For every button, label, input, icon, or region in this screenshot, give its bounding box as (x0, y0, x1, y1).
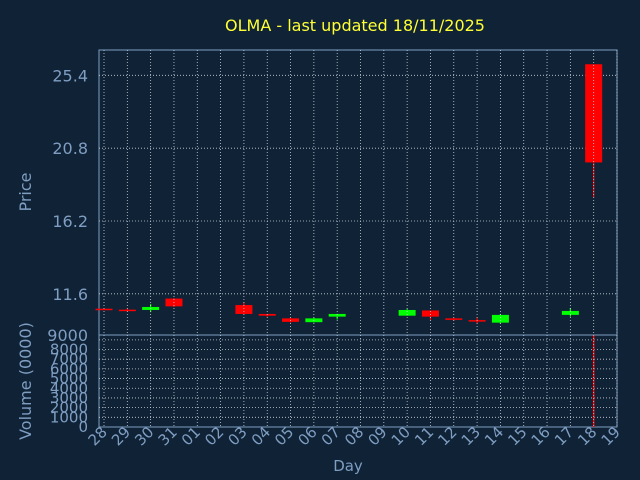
candle-body (118, 309, 136, 312)
x-tick-labels: 2829303101020304050607080910111213141516… (85, 423, 624, 449)
candle-18 (585, 64, 603, 198)
candle-body (328, 313, 346, 317)
price-tick-label: 11.6 (52, 285, 88, 304)
volume-plot-frame (98, 334, 618, 428)
candle-body (445, 318, 463, 320)
volume-tick-label: 8000 (50, 341, 88, 359)
price-tick-label: 16.2 (52, 212, 88, 231)
price-plot-frame (98, 49, 618, 336)
volume-tick-label: 0 (78, 418, 88, 436)
price-grid (99, 74, 617, 295)
candles (95, 64, 603, 324)
volume-grid (99, 339, 617, 418)
volume-tick-label: 6000 (50, 360, 88, 378)
candle-body (95, 308, 113, 311)
volume-tick-label: 3000 (50, 389, 88, 407)
x-grid (103, 50, 618, 427)
chart-title: OLMA - last updated 18/11/2025 (225, 16, 485, 35)
price-tick-label: 9000 (47, 326, 88, 345)
volume-tick-label: 5000 (50, 370, 88, 388)
price-axis-label: Price (16, 172, 35, 211)
candle-14 (491, 313, 509, 324)
candle-body (235, 305, 253, 314)
candle-17 (561, 307, 579, 317)
volume-tick-label: 2000 (50, 399, 88, 417)
candle-body (398, 309, 416, 316)
candle-body (421, 310, 439, 317)
price-tick-labels: 9000 11.6 16.2 20.8 25.4 (47, 66, 88, 345)
candle-11 (421, 310, 439, 321)
volume-tick-label: 1000 (50, 408, 88, 426)
x-axis-label: Day (333, 457, 363, 475)
candle-body (491, 314, 509, 323)
price-tick-label: 25.4 (52, 66, 88, 85)
candle-body (561, 310, 579, 315)
price-panel: 9000 11.6 16.2 20.8 25.4 Price (16, 49, 618, 345)
volume-tick-label: 4000 (50, 379, 88, 397)
volume-tick-label: 7000 (50, 350, 88, 368)
volume-axis-label: Volume (0000) (16, 322, 35, 440)
price-tick-label: 20.8 (52, 139, 88, 158)
